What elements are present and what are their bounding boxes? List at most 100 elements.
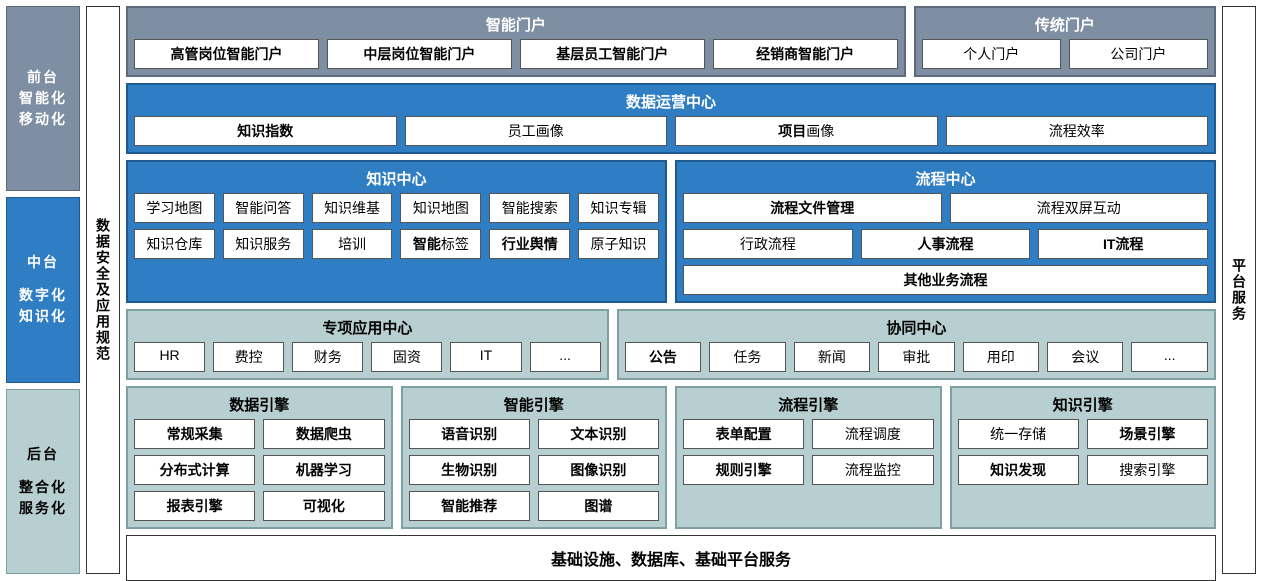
eng-item: 数据爬虫 xyxy=(263,419,384,449)
layer-front: 前台 智能化 移动化 xyxy=(6,6,80,191)
layer-mid-line2: 知识化 xyxy=(19,306,67,327)
data-ops-item: 项目画像 xyxy=(675,116,938,146)
layer-front-line1: 智能化 xyxy=(19,88,67,109)
pc-item: 流程双屏互动 xyxy=(950,193,1209,223)
kc-item: 行业舆情 xyxy=(489,229,570,259)
engine-title: 流程引擎 xyxy=(683,392,934,419)
layer-back-line2: 服务化 xyxy=(19,498,67,519)
panel-title-smart-portal: 智能门户 xyxy=(134,12,898,39)
eng-item: 统一存储 xyxy=(958,419,1079,449)
layer-back-title: 后台 xyxy=(19,444,67,465)
footer-infra: 基础设施、数据库、基础平台服务 xyxy=(126,535,1216,581)
layer-mid: 中台 数字化 知识化 xyxy=(6,197,80,382)
panel-title-data-ops: 数据运营中心 xyxy=(134,89,1208,116)
panel-collab: 协同中心 公告 任务 新闻 审批 用印 会议 ... xyxy=(617,309,1216,380)
kc-item: 知识地图 xyxy=(400,193,481,223)
kc-item: 学习地图 xyxy=(134,193,215,223)
pc-item: 行政流程 xyxy=(683,229,853,259)
collab-item: 会议 xyxy=(1047,342,1123,372)
main-grid: 智能门户 高管岗位智能门户 中层岗位智能门户 基层员工智能门户 经销商智能门户 … xyxy=(126,6,1216,574)
kc-item: 智能问答 xyxy=(223,193,304,223)
panel-data-engine: 数据引擎 常规采集数据爬虫 分布式计算机器学习 报表引擎可视化 xyxy=(126,386,393,529)
eng-item: 文本识别 xyxy=(538,419,659,449)
smart-portal-items: 高管岗位智能门户 中层岗位智能门户 基层员工智能门户 经销商智能门户 xyxy=(134,39,898,69)
engine-title: 数据引擎 xyxy=(134,392,385,419)
eng-item: 搜索引擎 xyxy=(1087,455,1208,485)
layer-back-line1: 整合化 xyxy=(19,477,67,498)
portal-item: 公司门户 xyxy=(1069,39,1208,69)
kc-item: 原子知识 xyxy=(578,229,659,259)
kc-item: 知识维基 xyxy=(312,193,393,223)
collab-item: 用印 xyxy=(963,342,1039,372)
eng-item: 流程调度 xyxy=(812,419,933,449)
pc-item: IT流程 xyxy=(1038,229,1208,259)
row-apps: 专项应用中心 HR 费控 财务 固资 IT ... 协同中心 公告 任务 新闻 … xyxy=(126,309,1216,380)
panel-trad-portal: 传统门户 个人门户 公司门户 xyxy=(914,6,1216,77)
app-item: HR xyxy=(134,342,205,372)
panel-data-ops: 数据运营中心 知识指数 员工画像 项目画像 流程效率 xyxy=(126,83,1216,154)
pc-item: 流程文件管理 xyxy=(683,193,942,223)
left-layer-rail: 前台 智能化 移动化 中台 数字化 知识化 后台 整合化 服务化 xyxy=(6,6,80,574)
app-item: IT xyxy=(450,342,521,372)
pc-item: 其他业务流程 xyxy=(683,265,1208,295)
collab-item: 新闻 xyxy=(794,342,870,372)
panel-title-process: 流程中心 xyxy=(683,166,1208,193)
eng-item: 生物识别 xyxy=(409,455,530,485)
data-ops-items: 知识指数 员工画像 项目画像 流程效率 xyxy=(134,116,1208,146)
pc-item: 人事流程 xyxy=(861,229,1031,259)
layer-front-line2: 移动化 xyxy=(19,109,67,130)
data-ops-item: 员工画像 xyxy=(405,116,668,146)
panel-knowledge-center: 知识中心 学习地图 智能问答 知识维基 知识地图 智能搜索 知识专辑 知识仓库 … xyxy=(126,160,667,303)
data-ops-item: 流程效率 xyxy=(946,116,1209,146)
eng-item: 图谱 xyxy=(538,491,659,521)
eng-item: 知识发现 xyxy=(958,455,1079,485)
portal-item: 基层员工智能门户 xyxy=(520,39,705,69)
eng-item: 场景引擎 xyxy=(1087,419,1208,449)
row-centers: 知识中心 学习地图 智能问答 知识维基 知识地图 智能搜索 知识专辑 知识仓库 … xyxy=(126,160,1216,303)
panel-ai-engine: 智能引擎 语音识别文本识别 生物识别图像识别 智能推荐图谱 xyxy=(401,386,668,529)
app-item: 财务 xyxy=(292,342,363,372)
layer-back: 后台 整合化 服务化 xyxy=(6,389,80,574)
layer-front-title: 前台 xyxy=(19,67,67,88)
portal-item: 中层岗位智能门户 xyxy=(327,39,512,69)
engine-title: 知识引擎 xyxy=(958,392,1209,419)
panel-title-knowledge: 知识中心 xyxy=(134,166,659,193)
eng-item: 图像识别 xyxy=(538,455,659,485)
app-item: ... xyxy=(530,342,601,372)
panel-process-center: 流程中心 流程文件管理 流程双屏互动 行政流程 人事流程 IT流程 其他业务流程 xyxy=(675,160,1216,303)
eng-item: 语音识别 xyxy=(409,419,530,449)
portal-item: 高管岗位智能门户 xyxy=(134,39,319,69)
kc-item: 知识服务 xyxy=(223,229,304,259)
eng-item: 常规采集 xyxy=(134,419,255,449)
trad-portal-items: 个人门户 公司门户 xyxy=(922,39,1208,69)
panel-know-engine: 知识引擎 统一存储场景引擎 知识发现搜索引擎 xyxy=(950,386,1217,529)
engine-title: 智能引擎 xyxy=(409,392,660,419)
layer-mid-line1: 数字化 xyxy=(19,285,67,306)
kc-item: 培训 xyxy=(312,229,393,259)
eng-item: 流程监控 xyxy=(812,455,933,485)
eng-item: 可视化 xyxy=(263,491,384,521)
eng-item: 规则引擎 xyxy=(683,455,804,485)
eng-item: 报表引擎 xyxy=(134,491,255,521)
panel-title-trad-portal: 传统门户 xyxy=(922,12,1208,39)
app-item: 固资 xyxy=(371,342,442,372)
panel-smart-portal: 智能门户 高管岗位智能门户 中层岗位智能门户 基层员工智能门户 经销商智能门户 xyxy=(126,6,906,77)
kc-item: 智能搜索 xyxy=(489,193,570,223)
kc-item: 知识专辑 xyxy=(578,193,659,223)
side-label-left: 数据安全及应用规范 xyxy=(86,6,120,574)
eng-item: 表单配置 xyxy=(683,419,804,449)
row-portals: 智能门户 高管岗位智能门户 中层岗位智能门户 基层员工智能门户 经销商智能门户 … xyxy=(126,6,1216,77)
panel-title-collab: 协同中心 xyxy=(625,315,1208,342)
app-item: 费控 xyxy=(213,342,284,372)
panel-special-app: 专项应用中心 HR 费控 财务 固资 IT ... xyxy=(126,309,609,380)
collab-item: 公告 xyxy=(625,342,701,372)
kc-item: 智能标签 xyxy=(400,229,481,259)
panel-flow-engine: 流程引擎 表单配置流程调度 规则引擎流程监控 xyxy=(675,386,942,529)
layer-mid-title: 中台 xyxy=(19,252,67,273)
data-ops-item: 知识指数 xyxy=(134,116,397,146)
eng-item: 智能推荐 xyxy=(409,491,530,521)
row-engines: 数据引擎 常规采集数据爬虫 分布式计算机器学习 报表引擎可视化 智能引擎 语音识… xyxy=(126,386,1216,529)
eng-item: 机器学习 xyxy=(263,455,384,485)
collab-item: ... xyxy=(1131,342,1207,372)
eng-item: 分布式计算 xyxy=(134,455,255,485)
